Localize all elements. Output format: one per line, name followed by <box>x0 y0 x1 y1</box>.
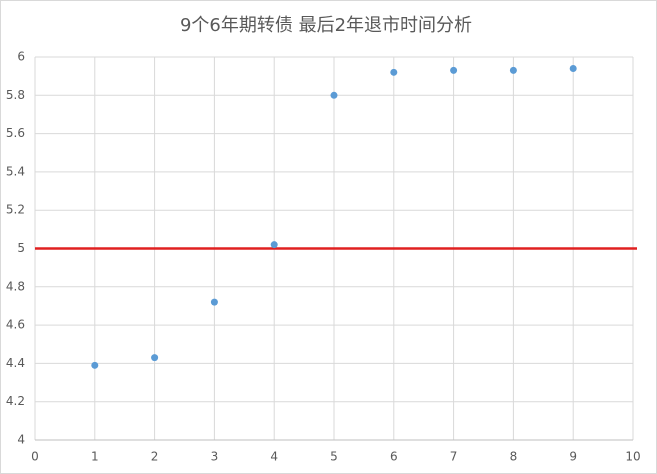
x-tick-label: 5 <box>330 450 338 464</box>
point <box>450 66 458 74</box>
y-tick-label: 5.8 <box>6 88 25 102</box>
x-tick-label: 2 <box>151 450 159 464</box>
point <box>151 354 159 362</box>
y-tick-label: 5.2 <box>6 203 25 217</box>
y-tick-label: 5.6 <box>6 126 25 140</box>
y-tick-label: 4.8 <box>6 279 25 293</box>
x-tick-label: 4 <box>270 450 278 464</box>
x-tick-label: 9 <box>569 450 577 464</box>
y-tick-label: 4.2 <box>6 394 25 408</box>
chart-title: 9个6年期转债 最后2年退市时间分析 <box>180 15 472 36</box>
x-tick-label: 3 <box>211 450 219 464</box>
y-tick-label: 5.4 <box>6 164 25 178</box>
x-tick-label: 8 <box>510 450 518 464</box>
y-tick-label: 4.4 <box>6 356 25 370</box>
y-tick-label: 4.6 <box>6 318 25 332</box>
x-tick-label: 6 <box>390 450 398 464</box>
x-tick-label: 7 <box>450 450 458 464</box>
point <box>569 64 577 72</box>
y-tick-label: 4 <box>17 433 25 447</box>
point <box>390 68 398 76</box>
y-tick-label: 6 <box>17 50 25 64</box>
x-tick-label: 1 <box>91 450 99 464</box>
x-tick-label: 0 <box>31 450 39 464</box>
point <box>91 361 99 369</box>
x-tick-label: 10 <box>625 450 640 464</box>
point <box>210 298 218 306</box>
point <box>270 241 278 249</box>
point <box>330 91 338 99</box>
point <box>509 66 517 74</box>
y-tick-label: 5 <box>17 241 25 255</box>
